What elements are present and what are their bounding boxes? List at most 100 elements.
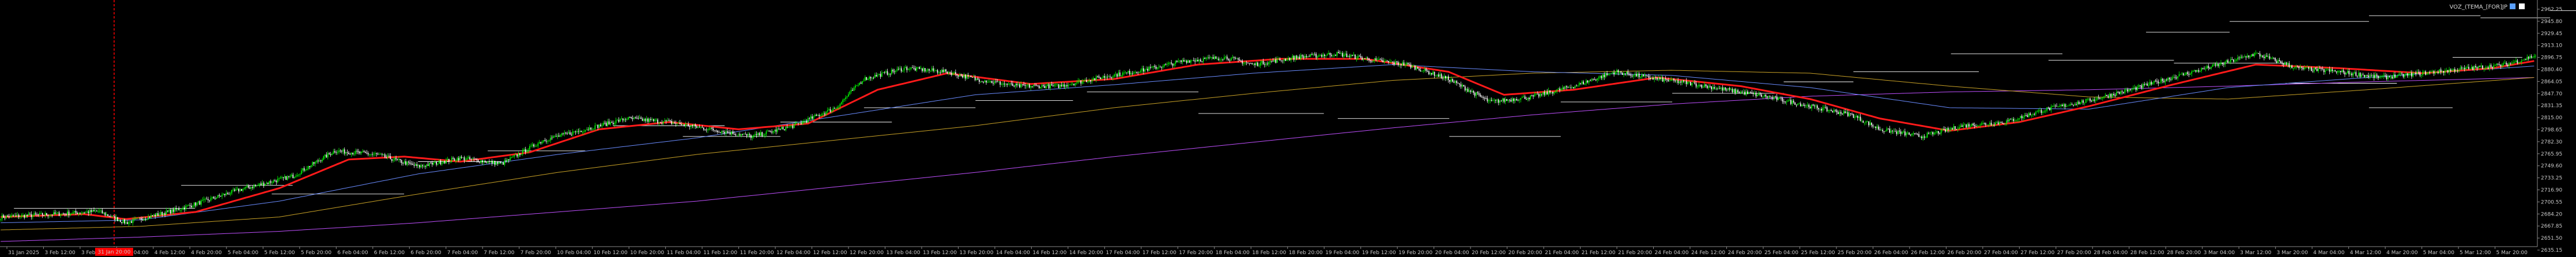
- candle-body: [248, 186, 249, 188]
- candle-body: [993, 82, 994, 84]
- candle-body: [1634, 74, 1636, 75]
- candle-body: [1175, 61, 1176, 64]
- candle-body: [2124, 89, 2126, 93]
- candle-body: [1231, 58, 1232, 61]
- candle-body: [914, 68, 916, 71]
- candle-body: [1224, 57, 1225, 60]
- candle-body: [2280, 61, 2281, 63]
- candle-body: [1937, 131, 1939, 134]
- candle-body: [159, 214, 160, 216]
- candle-body: [37, 214, 39, 216]
- candle-body: [1672, 78, 1673, 80]
- time-tick-label: 26 Feb 04:00: [1874, 250, 1908, 256]
- candle-body: [2231, 59, 2233, 60]
- candle-body: [2287, 63, 2288, 65]
- indicator-close-box[interactable]: [2519, 3, 2525, 9]
- candle-body: [1487, 98, 1488, 101]
- candle-body: [1328, 53, 1329, 54]
- candle-body: [346, 152, 348, 153]
- candle-body: [2032, 114, 2034, 115]
- candle-body: [2191, 71, 2193, 74]
- candle-body: [1544, 92, 1545, 95]
- candle-body: [2396, 76, 2397, 78]
- candle-body: [1055, 84, 1057, 85]
- candle-body: [1890, 130, 1892, 133]
- ema-fast-line: [1, 58, 2534, 220]
- candle-body: [454, 158, 455, 161]
- candle-body: [785, 127, 787, 131]
- candle-body: [2475, 66, 2476, 67]
- candle-body: [2328, 69, 2329, 70]
- candle-body: [446, 160, 447, 164]
- candle-body: [782, 127, 784, 130]
- candle-body: [2368, 75, 2369, 77]
- candle-body: [44, 213, 46, 216]
- candle-body: [1510, 100, 1512, 102]
- candle-body: [234, 190, 235, 191]
- candle-body: [853, 87, 855, 91]
- candle-body: [892, 69, 894, 72]
- candle-body: [1950, 128, 1952, 130]
- candle-body: [1200, 59, 1201, 62]
- time-tick-label: 12 Feb 04:00: [776, 250, 810, 256]
- candle-body: [711, 127, 713, 129]
- candle-body: [1775, 96, 1777, 97]
- candle-body: [2450, 69, 2451, 71]
- candle-body: [1992, 124, 1993, 126]
- candle-body: [74, 211, 76, 213]
- candle-body: [1889, 128, 1891, 133]
- candle-body: [302, 168, 304, 171]
- candle-body: [1606, 73, 1608, 75]
- candle-body: [1431, 73, 1432, 75]
- candle-body: [944, 69, 945, 73]
- candle-body: [910, 67, 912, 69]
- candle-body: [1084, 80, 1086, 81]
- candle-body: [2493, 65, 2495, 69]
- time-tick-label: 28 Feb 12:00: [2130, 250, 2164, 256]
- candle-body: [2230, 59, 2231, 62]
- candle-body: [669, 120, 671, 122]
- candle-body: [2333, 70, 2334, 71]
- candle-body: [1086, 80, 1087, 82]
- time-tick-label: 6 Feb 20:00: [410, 250, 442, 256]
- time-tick-label: 13 Feb 12:00: [923, 250, 957, 256]
- candle-body: [1127, 70, 1129, 73]
- candle-body: [1791, 100, 1793, 104]
- candle-body: [1718, 88, 1719, 89]
- candle-body: [326, 154, 327, 158]
- candle-body: [2444, 70, 2446, 73]
- candle-body: [646, 118, 647, 121]
- candle-body: [948, 72, 949, 74]
- candle-body: [726, 131, 728, 133]
- candle-body: [1338, 52, 1339, 54]
- candle-body: [1439, 74, 1441, 77]
- candle-body: [1134, 72, 1136, 73]
- candle-body: [866, 77, 868, 80]
- candle-body: [1061, 85, 1062, 86]
- candle-body: [443, 162, 444, 164]
- candle-body: [994, 81, 995, 84]
- candle-body: [1947, 128, 1949, 130]
- candle-body: [1026, 85, 1027, 86]
- candle-body: [2277, 60, 2279, 63]
- candle-body: [1080, 80, 1082, 84]
- candle-body: [941, 70, 942, 73]
- candle-body: [529, 146, 530, 150]
- candle-body: [1402, 62, 1403, 66]
- candle-body: [1031, 86, 1033, 87]
- candle-body: [1954, 126, 1956, 129]
- candle-body: [72, 212, 74, 214]
- time-tick-label: 12 Feb 12:00: [813, 250, 847, 256]
- candle-body: [1677, 80, 1679, 83]
- candle-body: [1506, 99, 1508, 101]
- time-tick-label: 4 Mar 12:00: [2350, 250, 2382, 256]
- candle-body: [1946, 128, 1948, 132]
- candle-body: [61, 213, 63, 215]
- candle-body: [1685, 81, 1687, 84]
- candle-body: [80, 213, 81, 214]
- candle-body: [1659, 78, 1661, 80]
- candle-body: [2104, 95, 2106, 97]
- candle-body: [979, 80, 980, 82]
